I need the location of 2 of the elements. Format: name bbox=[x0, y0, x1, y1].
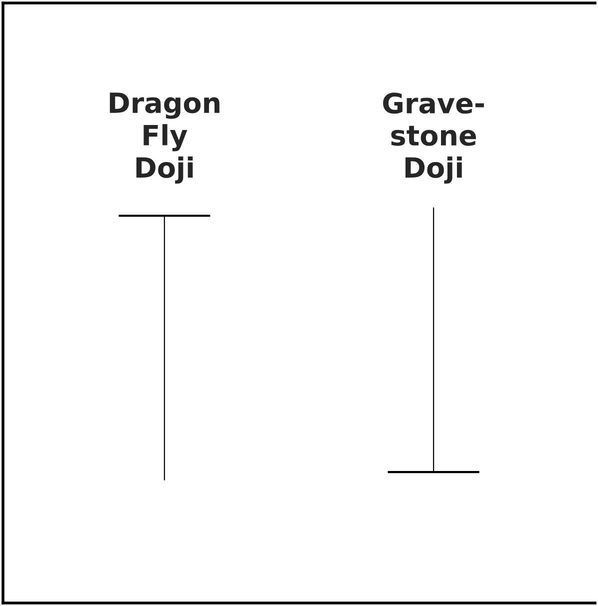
x-tick-label: Dragon Fly Doji bbox=[110, 92, 220, 184]
x-tick-label: Grave- stone Doji bbox=[383, 92, 484, 184]
